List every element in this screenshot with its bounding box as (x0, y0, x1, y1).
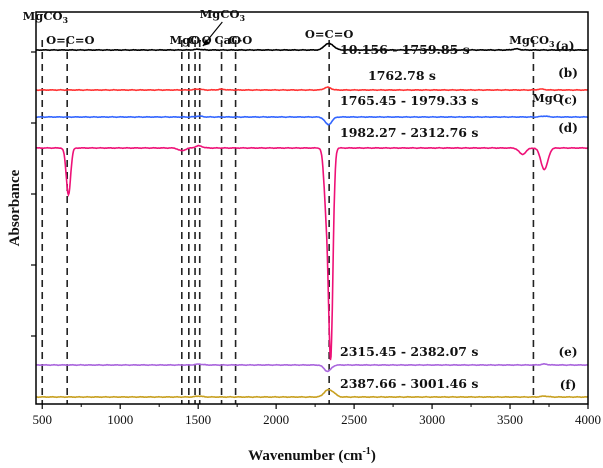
x-axis-title-main: Wavenumber (cm (248, 448, 363, 464)
peak-annotation: MgO (532, 91, 563, 105)
peak-annotation-text: MgO (532, 91, 563, 105)
series-line (35, 115, 589, 126)
series-line (35, 42, 589, 52)
x-tick-label: 500 (32, 412, 52, 427)
series-tag: (a) (555, 39, 574, 53)
series-line (35, 144, 588, 361)
peak-annotation: MgCO3 (509, 33, 555, 49)
x-tick-label: 1500 (185, 412, 211, 427)
series-line (35, 388, 588, 399)
x-axis-title-sup: -1 (362, 446, 370, 457)
annotation-arrowhead (202, 39, 210, 46)
peak-annotation: O=C=O (305, 27, 353, 41)
x-tick-label: 3000 (419, 412, 445, 427)
series-tag: (f) (560, 378, 577, 392)
peak-annotation: MgCO3 (200, 7, 246, 23)
y-axis-ticks (31, 51, 36, 337)
peak-annotation: MgO (170, 33, 201, 47)
series-line (35, 86, 589, 92)
series-tag: (c) (559, 93, 578, 107)
series-label: 1982.27 - 2312.76 s (340, 125, 478, 140)
series-label: 10.156 - 1759.85 s (340, 42, 470, 57)
series-label: 1765.45 - 1979.33 s (340, 93, 478, 108)
x-tick-label: 4000 (575, 412, 601, 427)
peak-annotation-text: MgCO (509, 33, 549, 47)
series-label: 1762.78 s (368, 68, 436, 83)
peak-annotation: C-O (228, 33, 252, 47)
series-label: 2387.66 - 3001.46 s (340, 376, 478, 391)
peak-annotation-text: O=C=O (46, 33, 94, 47)
x-axis-ticks: 500 1000 1500 2000 2500 3000 3500 4000 (32, 404, 601, 427)
reference-lines (41, 40, 535, 404)
series-tag: (e) (559, 345, 578, 359)
peak-annotation-text: C-O (228, 33, 252, 47)
plot-series (35, 42, 589, 399)
peak-annotation: CaO (214, 33, 241, 47)
peak-annotation-text: CaO (214, 33, 241, 47)
x-tick-label: 3500 (497, 412, 523, 427)
y-axis-title: Absorbance (7, 169, 23, 246)
x-tick-label: 2500 (341, 412, 367, 427)
series-tag: (b) (558, 66, 578, 80)
series-label: 2315.45 - 2382.07 s (340, 344, 478, 359)
peak-annotation-sub: 3 (549, 39, 555, 49)
peak-annotation-text: MgCO (23, 9, 63, 23)
series-line (35, 363, 589, 373)
peak-annotation-text: O=C=O (305, 27, 353, 41)
peak-annotation-sub: 3 (240, 13, 246, 23)
x-tick-label: 2000 (263, 412, 289, 427)
peak-annotation: MgCO3 (23, 9, 69, 25)
plot-frame (35, 11, 589, 405)
peak-annotation-sub: 3 (63, 15, 69, 25)
peak-annotation: O=C=O (46, 33, 94, 47)
peak-annotation-text: MgO (170, 33, 201, 47)
x-axis-title-close: ) (371, 448, 376, 464)
x-tick-label: 1000 (107, 412, 133, 427)
peak-annotation-text: MgCO (200, 7, 240, 21)
x-axis-title: Wavenumber (cm-1) (248, 446, 376, 464)
series-labels: 10.156 - 1759.85 s (a) 1762.78 s (b) 1765.45… (340, 39, 578, 392)
series-tag: (d) (558, 121, 578, 135)
